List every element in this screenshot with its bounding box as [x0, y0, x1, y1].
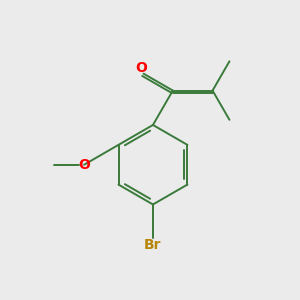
Text: O: O [78, 158, 90, 172]
Text: Br: Br [144, 238, 162, 252]
Text: O: O [135, 61, 147, 75]
